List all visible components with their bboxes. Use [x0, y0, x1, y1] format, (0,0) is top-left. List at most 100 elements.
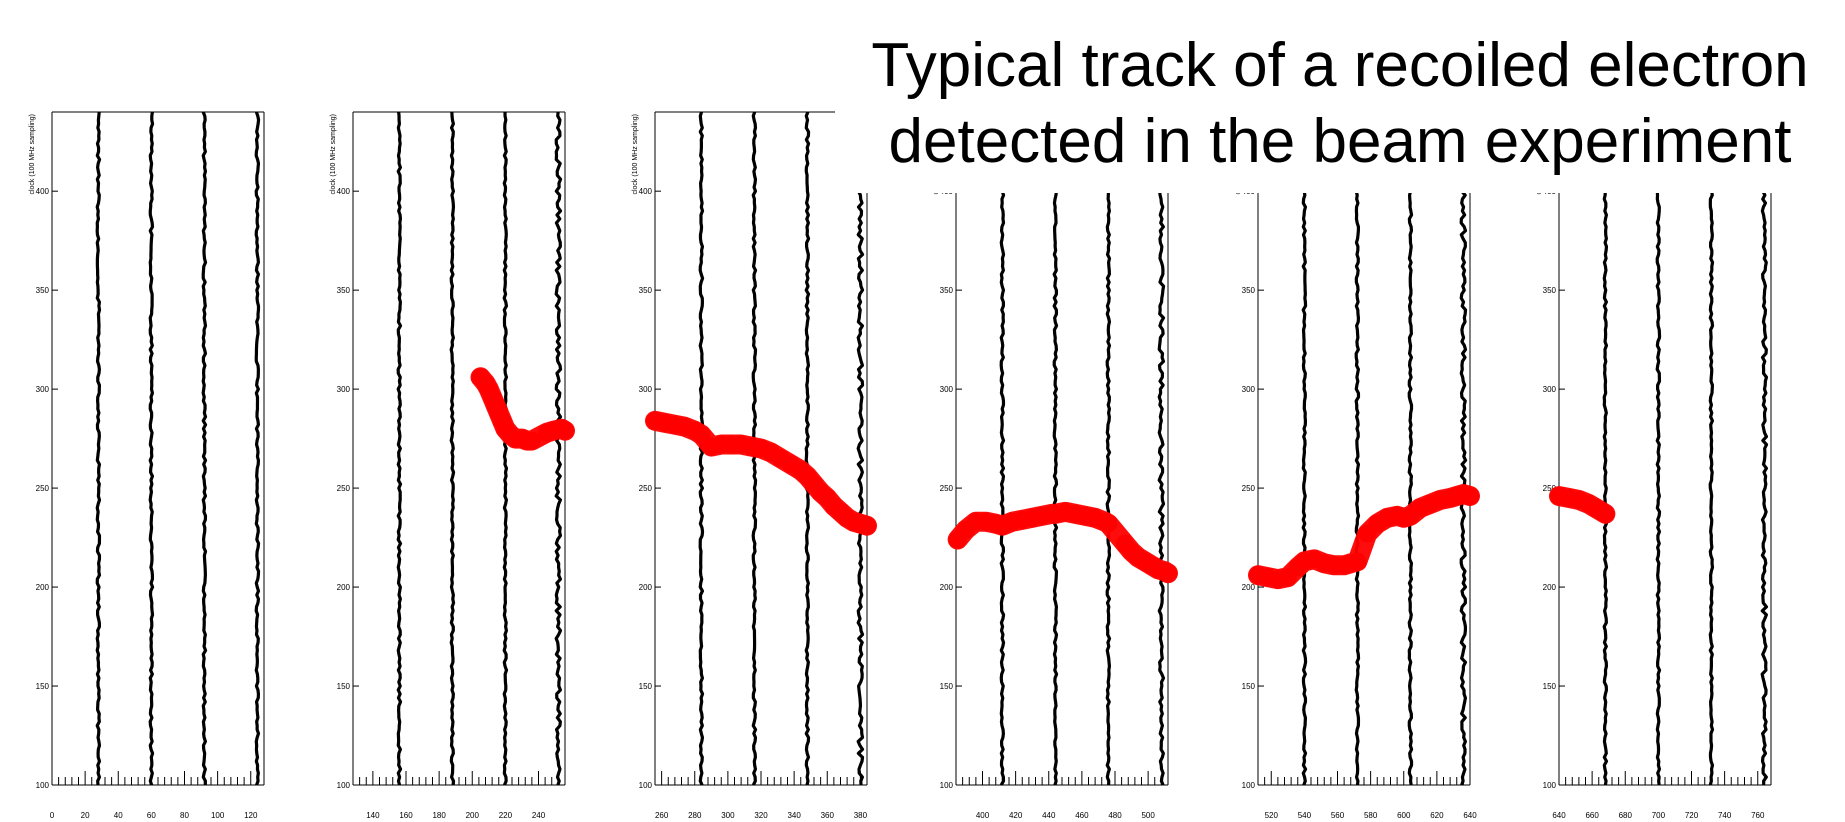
y-tick-label: 300 — [337, 385, 351, 394]
x-tick-label: 720 — [1685, 811, 1699, 820]
wire-trace — [554, 111, 563, 786]
y-tick-label: 200 — [639, 583, 653, 592]
track-hit-point — [858, 516, 876, 535]
x-tick-label: 220 — [499, 811, 513, 820]
y-tick-label: 400 — [337, 187, 351, 196]
x-tick-label: 80 — [180, 811, 189, 820]
panel-1: 100 150 200 250 300 350 400 0 20 40 60 80 100 120 cloc… — [29, 111, 265, 820]
x-tick-label: 680 — [1619, 811, 1633, 820]
y-tick-label: 400 — [639, 187, 653, 196]
x-tick-label: 660 — [1585, 811, 1599, 820]
x-tick-label: 280 — [688, 811, 702, 820]
track-hit-point — [1348, 552, 1367, 571]
y-tick-label: 100 — [940, 781, 954, 790]
wire-trace — [1602, 111, 1609, 786]
y-tick-label: 300 — [940, 385, 954, 394]
track-hit-point — [1099, 514, 1118, 533]
y-tick-label: 150 — [36, 682, 50, 691]
y-tick-label: 300 — [1543, 385, 1557, 394]
y-tick-label: 250 — [940, 484, 954, 493]
y-tick-label: 250 — [337, 484, 351, 493]
y-tick-label: 250 — [639, 484, 653, 493]
track-hit-point — [1461, 487, 1479, 506]
y-tick-label: 100 — [1543, 781, 1557, 790]
wire-trace — [1052, 111, 1059, 786]
x-tick-label: 180 — [432, 811, 446, 820]
x-tick-label: 300 — [721, 811, 735, 820]
y-tick-label: 300 — [1242, 385, 1256, 394]
track-hit-point — [556, 421, 574, 440]
x-tick-label: 760 — [1751, 811, 1765, 820]
x-tick-label: 460 — [1075, 811, 1089, 820]
track-hit-point — [1159, 564, 1177, 583]
y-tick-label: 200 — [36, 583, 50, 592]
x-tick-label: 520 — [1265, 811, 1279, 820]
wire-trace — [201, 111, 208, 786]
panel-4: 100150200250300350400400420440460480500c… — [933, 111, 1178, 820]
track-hit-point — [692, 425, 711, 444]
x-tick-label: 740 — [1718, 811, 1732, 820]
y-axis-title: clock (100 MHz sampling) — [29, 114, 36, 195]
x-tick-label: 260 — [655, 811, 669, 820]
x-tick-label: 160 — [399, 811, 413, 820]
wire-trace — [1655, 111, 1662, 786]
wire-trace — [502, 111, 509, 786]
y-tick-label: 100 — [639, 781, 653, 790]
x-tick-label: 640 — [1463, 811, 1477, 820]
x-tick-label: 120 — [244, 811, 258, 820]
track-hit-point — [1596, 504, 1615, 523]
y-tick-label: 350 — [639, 286, 653, 295]
y-tick-label: 200 — [940, 583, 954, 592]
x-tick-label: 0 — [50, 811, 55, 820]
wire-trace — [148, 111, 155, 786]
panel-6: 1001502002503003504006406606807007207407… — [1536, 110, 1772, 820]
x-tick-label: 200 — [466, 811, 480, 820]
y-tick-label: 350 — [1242, 286, 1256, 295]
x-tick-label: 500 — [1141, 811, 1155, 820]
wire-trace — [1708, 111, 1715, 786]
wire-trace — [1157, 111, 1166, 786]
y-tick-label: 100 — [36, 781, 50, 790]
y-tick-label: 200 — [1242, 583, 1256, 592]
x-tick-label: 240 — [532, 811, 546, 820]
x-tick-label: 540 — [1298, 811, 1312, 820]
x-tick-label: 420 — [1009, 811, 1023, 820]
x-tick-label: 400 — [976, 811, 990, 820]
wire-trace — [1407, 111, 1414, 786]
x-tick-label: 440 — [1042, 811, 1056, 820]
y-tick-label: 350 — [1543, 286, 1557, 295]
x-tick-label: 480 — [1108, 811, 1122, 820]
wire-trace — [1354, 111, 1361, 786]
slide-title: Typical track of a recoiled electron det… — [835, 28, 1845, 193]
panel-5: 1001502002503003504005205405605806006206… — [1235, 111, 1480, 820]
y-tick-label: 350 — [337, 286, 351, 295]
wire-trace — [856, 110, 865, 786]
y-tick-label: 150 — [639, 682, 653, 691]
wire-trace — [449, 111, 456, 786]
y-axis-title: clock (100 MHz sampling) — [330, 114, 337, 195]
x-tick-label: 560 — [1331, 811, 1345, 820]
track-hit-point — [522, 431, 541, 450]
y-tick-label: 250 — [1543, 484, 1557, 493]
x-tick-label: 340 — [787, 811, 801, 820]
wire-trace — [1301, 111, 1308, 786]
panel-3: 100 150 200 250 300 350 400 260 280 300 320 340 360 3… — [632, 110, 877, 820]
x-tick-label: 140 — [366, 811, 380, 820]
wire-trace — [804, 111, 811, 786]
y-tick-label: 250 — [1242, 484, 1256, 493]
x-tick-label: 380 — [854, 811, 868, 820]
y-tick-label: 150 — [1543, 682, 1557, 691]
wire-trace — [1760, 110, 1769, 786]
wire-trace — [95, 111, 102, 786]
x-tick-label: 60 — [147, 811, 156, 820]
y-tick-label: 250 — [36, 484, 50, 493]
title-line-2: detected in the beam experiment — [888, 107, 1792, 176]
y-tick-label: 400 — [36, 187, 50, 196]
y-tick-label: 300 — [639, 385, 653, 394]
y-tick-label: 200 — [337, 583, 351, 592]
y-tick-label: 200 — [1543, 583, 1557, 592]
wire-trace — [1105, 111, 1112, 786]
x-tick-label: 640 — [1552, 811, 1566, 820]
x-tick-label: 100 — [211, 811, 225, 820]
y-axis-title: clock (100 MHz sampling) — [632, 114, 639, 195]
